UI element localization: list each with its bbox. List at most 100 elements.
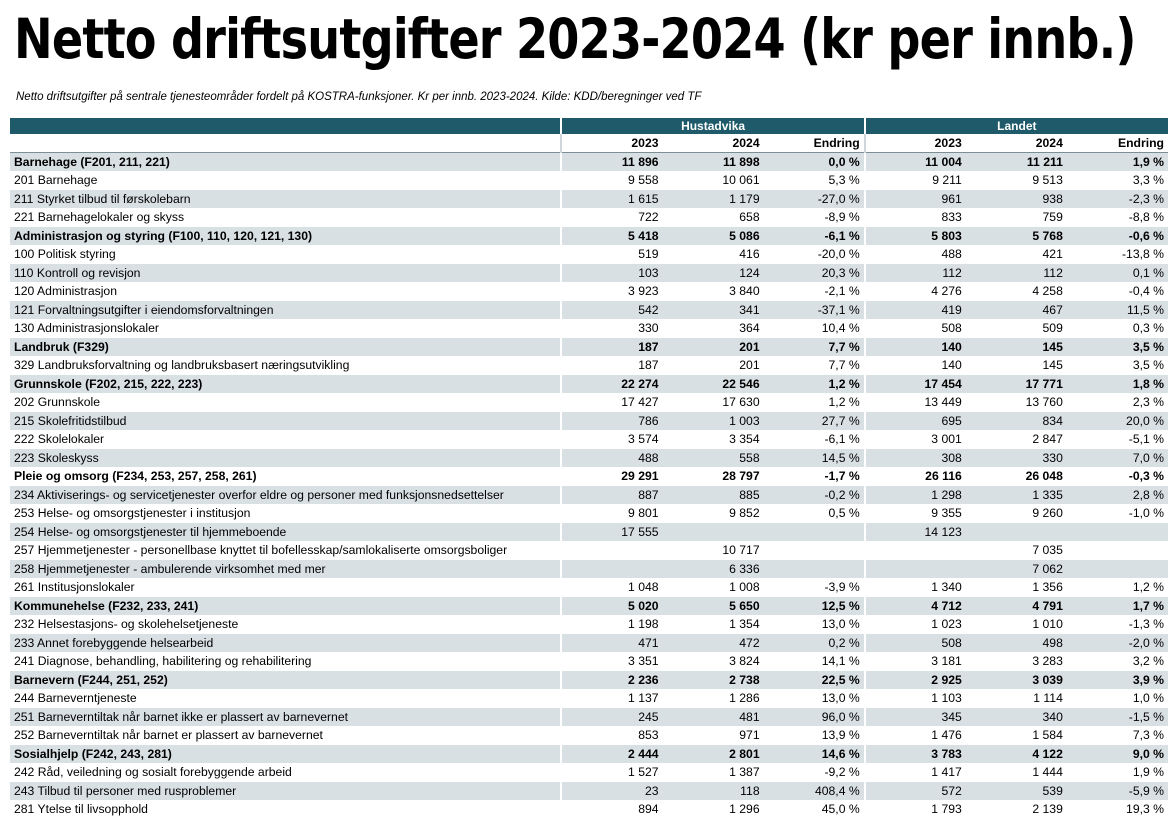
- cell-value: -3,9 %: [763, 578, 865, 597]
- cell-value: 1,2 %: [1066, 578, 1168, 597]
- cell-value: -2,3 %: [1066, 189, 1168, 208]
- table-row: 252 Barneverntiltak når barnet er plasse…: [10, 726, 1168, 745]
- cell-value: -20,0 %: [763, 245, 865, 264]
- table-row: 244 Barneverntjeneste 1 137 1 286 13,0 % 1 1…: [10, 689, 1168, 708]
- cell-value: 2 925: [863, 670, 966, 689]
- cell-value: 2,3 %: [1066, 393, 1168, 412]
- cell-value: -9,2 %: [763, 763, 865, 782]
- cell-value: 1 296: [662, 800, 764, 819]
- table-row: 232 Helsestasjons- og skolehelsetjeneste…: [10, 615, 1168, 634]
- table-row: 233 Annet forebyggende helsearbeid 471 472…: [10, 633, 1168, 652]
- cell-value: 508: [863, 319, 966, 338]
- cell-value: 4 712: [863, 596, 966, 615]
- cell-value: 10 061: [662, 171, 764, 190]
- row-label: Administrasjon og styring (F100, 110, 12…: [10, 226, 562, 245]
- cell-value: 112: [965, 263, 1067, 282]
- cell-value: [763, 522, 865, 541]
- cell-value: 1 340: [863, 578, 966, 597]
- table-row: 261 Institusjonslokaler 1 048 1 008 -3,9 % 1…: [10, 578, 1168, 597]
- row-label: 201 Barnehage: [10, 171, 562, 190]
- column-header-label: [10, 134, 562, 153]
- table-row: 243 Tilbud til personer med rusproblemer…: [10, 781, 1168, 800]
- cell-value: 759: [965, 208, 1067, 227]
- cell-value: 3 354: [662, 430, 764, 449]
- cell-value: 96,0 %: [763, 707, 865, 726]
- cell-value: 9 558: [560, 171, 663, 190]
- table-row: 257 Hjemmetjenester - personellbase knyt…: [10, 541, 1168, 560]
- cell-value: 498: [965, 633, 1067, 652]
- cell-value: 112: [863, 263, 966, 282]
- category-row: Grunnskole (F202, 215, 222, 223) 22 274 22…: [10, 374, 1168, 393]
- cell-value: 0,2 %: [763, 633, 865, 652]
- cell-value: 364: [662, 319, 764, 338]
- cell-value: 722: [560, 208, 663, 227]
- cell-value: 28 797: [662, 467, 764, 486]
- cell-value: 7,3 %: [1066, 726, 1168, 745]
- cell-value: 45,0 %: [763, 800, 865, 819]
- cell-value: 1 476: [863, 726, 966, 745]
- cell-value: 5 086: [662, 226, 764, 245]
- cell-value: 885: [662, 485, 764, 504]
- cell-value: -37,1 %: [763, 300, 865, 319]
- cell-value: 340: [965, 707, 1067, 726]
- cell-value: 1 335: [965, 485, 1067, 504]
- cell-value: 3 840: [662, 282, 764, 301]
- cell-value: 1 010: [965, 615, 1067, 634]
- table-row: 329 Landbruksforvaltning og landbruksbas…: [10, 356, 1168, 375]
- table-row: 253 Helse- og omsorgstjenester i institu…: [10, 504, 1168, 523]
- row-label: 281 Ytelse til livsopphold: [10, 800, 562, 819]
- cell-value: 201: [662, 337, 764, 356]
- cell-value: 1 444: [965, 763, 1067, 782]
- cell-value: 118: [662, 781, 764, 800]
- cell-value: 13,0 %: [763, 689, 865, 708]
- cell-value: -27,0 %: [763, 189, 865, 208]
- cell-value: -1,3 %: [1066, 615, 1168, 634]
- cell-value: -1,0 %: [1066, 504, 1168, 523]
- cell-value: 9 260: [965, 504, 1067, 523]
- cell-value: [1066, 559, 1168, 578]
- cell-value: 26 048: [965, 467, 1067, 486]
- row-label: 251 Barneverntiltak når barnet ikke er p…: [10, 707, 562, 726]
- cell-value: 1 179: [662, 189, 764, 208]
- cell-value: 3 574: [560, 430, 663, 449]
- table-row: 202 Grunnskole 17 427 17 630 1,2 % 13 449 13 …: [10, 393, 1168, 412]
- cell-value: 3 923: [560, 282, 663, 301]
- table-row: 281 Ytelse til livsopphold 894 1 296 45,0 %…: [10, 800, 1168, 819]
- cell-value: -0,3 %: [1066, 467, 1168, 486]
- row-label: Barnevern (F244, 251, 252): [10, 670, 562, 689]
- row-label: 222 Skolelokaler: [10, 430, 562, 449]
- row-label: Landbruk (F329): [10, 337, 562, 356]
- table-row: 222 Skolelokaler 3 574 3 354 -6,1 % 3 001 2 8…: [10, 430, 1168, 449]
- column-header: 2024: [965, 134, 1067, 153]
- cell-value: [763, 541, 865, 560]
- cell-value: 1,8 %: [1066, 374, 1168, 393]
- cell-value: 419: [863, 300, 966, 319]
- cell-value: 22,5 %: [763, 670, 865, 689]
- row-label: 202 Grunnskole: [10, 393, 562, 412]
- cell-value: 894: [560, 800, 663, 819]
- cell-value: 7,7 %: [763, 356, 865, 375]
- cell-value: 7 062: [965, 559, 1067, 578]
- row-label: 233 Annet forebyggende helsearbeid: [10, 633, 562, 652]
- cell-value: 3 351: [560, 652, 663, 671]
- cell-value: 17 630: [662, 393, 764, 412]
- cell-value: 2 801: [662, 744, 764, 763]
- cell-value: 140: [863, 337, 966, 356]
- cell-value: -1,5 %: [1066, 707, 1168, 726]
- cell-value: -2,0 %: [1066, 633, 1168, 652]
- row-label: Kommunehelse (F232, 233, 241): [10, 596, 562, 615]
- cell-value: 7,7 %: [763, 337, 865, 356]
- table-row: 121 Forvaltningsutgifter i eiendomsforva…: [10, 300, 1168, 319]
- cell-value: 1,2 %: [763, 374, 865, 393]
- cell-value: 3 824: [662, 652, 764, 671]
- cell-value: 416: [662, 245, 764, 264]
- cell-value: 1 387: [662, 763, 764, 782]
- row-label: 253 Helse- og omsorgstjenester i institu…: [10, 504, 562, 523]
- category-row: Landbruk (F329) 187 201 7,7 % 140 145 3,5 %: [10, 337, 1168, 356]
- cell-value: 1 527: [560, 763, 663, 782]
- column-header: Endring: [1066, 134, 1168, 153]
- cell-value: 10,4 %: [763, 319, 865, 338]
- cell-value: [965, 522, 1067, 541]
- cell-value: 0,3 %: [1066, 319, 1168, 338]
- cell-value: 201: [662, 356, 764, 375]
